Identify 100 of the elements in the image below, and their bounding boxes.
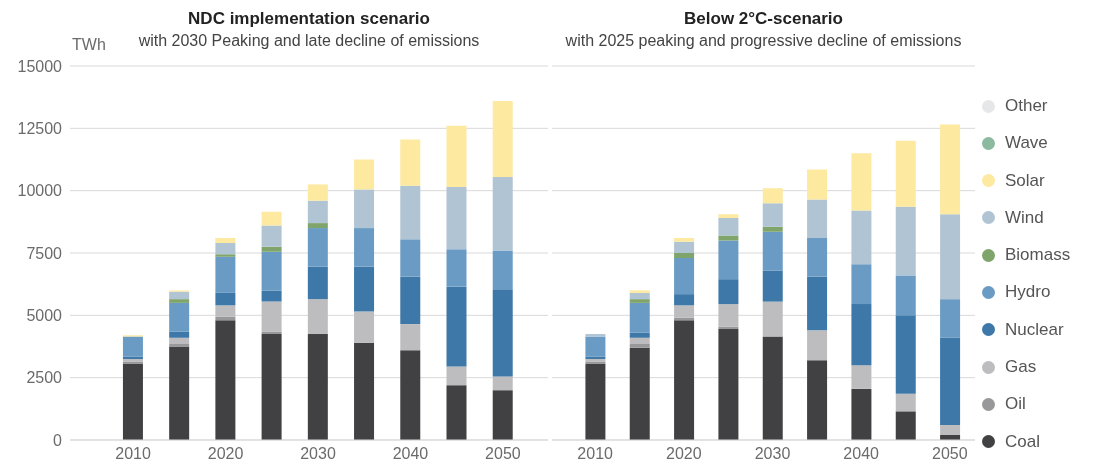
bar [940, 214, 961, 300]
bar [807, 360, 828, 440]
bar [940, 299, 961, 338]
bar [629, 299, 650, 303]
bar [674, 257, 695, 295]
bar [629, 344, 650, 348]
bar [492, 289, 513, 377]
x-tick-label: 2040 [392, 445, 429, 463]
bar [718, 329, 739, 440]
legend-label: Oil [1005, 394, 1026, 415]
bar [674, 294, 695, 306]
legend-label: Gas [1005, 357, 1037, 378]
bar [354, 189, 375, 229]
bar [762, 270, 783, 302]
bar [492, 250, 513, 290]
chart-subtitle: with 2030 Peaking and late decline of emissions [138, 32, 480, 49]
bar [718, 235, 739, 241]
y-tick-label: 0 [53, 431, 63, 449]
chart-title: NDC implementation scenario [187, 8, 431, 30]
bar [261, 211, 282, 226]
bar [261, 290, 282, 302]
bar [718, 218, 739, 236]
bar [215, 238, 236, 244]
legend-label: Solar [1005, 170, 1045, 191]
bar [354, 159, 375, 190]
bar [400, 324, 421, 351]
bar [807, 169, 828, 200]
bar [307, 200, 328, 224]
bar [492, 390, 513, 440]
bar [718, 279, 739, 305]
bar [895, 206, 916, 276]
legend-label: Hydro [1005, 282, 1051, 303]
y-tick-label: 12500 [17, 120, 63, 138]
y-tick-label: 2500 [26, 369, 63, 387]
bar [400, 350, 421, 440]
bar [307, 228, 328, 267]
bar [940, 124, 961, 215]
bar [307, 299, 328, 335]
bar [446, 249, 467, 287]
legend-label: Wave [1005, 133, 1048, 154]
bar [851, 304, 872, 366]
bar [446, 186, 467, 250]
bar [851, 153, 872, 211]
bar [674, 241, 695, 253]
bar [807, 199, 828, 239]
bar [261, 225, 282, 247]
bar [169, 337, 190, 345]
bar [261, 301, 282, 332]
legend-label: Wind [1005, 207, 1044, 228]
bar [585, 334, 606, 337]
y-tick-label: 15000 [17, 57, 63, 75]
bar [674, 305, 695, 318]
bar [446, 125, 467, 187]
bar [307, 334, 328, 440]
bar [446, 366, 467, 386]
bar [585, 363, 606, 440]
bar [940, 425, 961, 436]
y-tick-label: 5000 [26, 307, 63, 325]
bar [629, 337, 650, 345]
bar [215, 254, 236, 257]
bar [307, 223, 328, 229]
bar [307, 184, 328, 201]
x-tick-label: 2030 [300, 445, 336, 463]
bar [762, 188, 783, 204]
bar [169, 299, 190, 303]
bar [122, 363, 143, 440]
x-tick-label: 2050 [932, 445, 968, 463]
bar [851, 365, 872, 389]
bar [354, 342, 375, 440]
bar [215, 243, 236, 255]
bar [762, 301, 783, 337]
bar [492, 176, 513, 251]
y-tick-label: 7500 [26, 244, 63, 262]
x-tick-label: 2010 [115, 445, 152, 463]
bar [585, 336, 606, 357]
bar [169, 331, 190, 338]
bar [762, 203, 783, 227]
bar [629, 332, 650, 338]
legend-label: Other [1005, 96, 1048, 116]
bar [851, 264, 872, 305]
bar [215, 256, 236, 293]
bar [674, 238, 695, 242]
bar [895, 140, 916, 207]
bar [718, 304, 739, 327]
bar [122, 336, 143, 357]
bar [807, 330, 828, 361]
legend-label: Coal [1005, 431, 1040, 452]
bar [215, 305, 236, 317]
bar [762, 336, 783, 440]
bar [169, 344, 190, 347]
bar [851, 210, 872, 265]
bar [354, 311, 375, 343]
legend-label: Biomass [1005, 245, 1071, 266]
bar [807, 276, 828, 331]
bar [169, 346, 190, 440]
bar [718, 240, 739, 280]
bar [851, 388, 872, 440]
bar [492, 376, 513, 391]
bar [261, 334, 282, 440]
bar [762, 231, 783, 271]
